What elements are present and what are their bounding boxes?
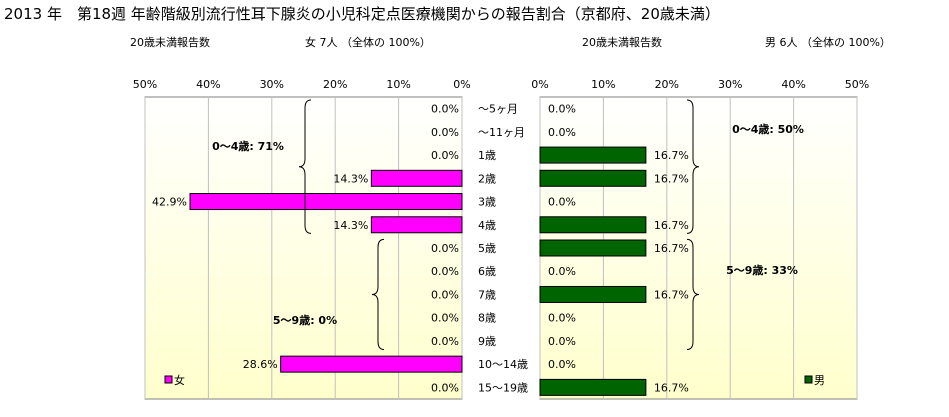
female-x-tick-label: 20% <box>323 78 347 91</box>
category-label: 8歳 <box>478 312 496 325</box>
category-label: 7歳 <box>478 288 496 301</box>
female-data-label: 0.0% <box>431 288 459 301</box>
category-label: 4歳 <box>478 219 496 232</box>
male-data-label: 0.0% <box>548 335 576 348</box>
female-data-label: 0.0% <box>431 126 459 139</box>
female-data-label: 0.0% <box>431 149 459 162</box>
male-group-label: 5～9歳: 33% <box>726 263 798 277</box>
male-bar <box>539 285 647 303</box>
female-bar <box>189 193 463 211</box>
female-data-label: 0.0% <box>431 335 459 348</box>
category-label: 10～14歳 <box>478 358 528 371</box>
male-group-brace <box>686 238 700 351</box>
female-data-label: 14.3% <box>333 219 368 232</box>
male-data-label: 16.7% <box>654 149 689 162</box>
female-legend-label: 女 <box>174 373 185 387</box>
male-x-tick-label: 50% <box>845 78 869 91</box>
male-x-tick-label: 10% <box>591 78 615 91</box>
female-group-brace <box>371 238 385 351</box>
male-group-label: 0～4歳: 50% <box>732 122 804 136</box>
male-data-label: 0.0% <box>548 103 576 116</box>
male-total-label: 男 6人 （全体の 100%） <box>765 36 891 49</box>
female-data-label: 14.3% <box>333 172 368 185</box>
category-label: ～5ヶ月 <box>478 103 518 116</box>
male-bar <box>539 378 647 396</box>
chart-title: 2013 年 第18週 年齢階級別流行性耳下腺炎の小児科定点医療機関からの報告割… <box>4 5 720 23</box>
male-x-tick-label: 0% <box>531 78 548 91</box>
female-group-brace <box>298 99 312 234</box>
female-total-label: 女 7人 （全体の 100%） <box>305 36 431 49</box>
male-data-label: 16.7% <box>654 242 689 255</box>
male-data-label: 0.0% <box>548 358 576 371</box>
category-label: 1歳 <box>478 149 496 162</box>
male-count-label: 20歳未満報告数 <box>582 36 662 49</box>
male-bar <box>539 216 647 234</box>
male-bar <box>539 146 647 164</box>
female-data-label: 28.6% <box>243 358 278 371</box>
female-data-label: 0.0% <box>431 265 459 278</box>
male-data-label: 0.0% <box>548 265 576 278</box>
female-data-label: 0.0% <box>431 312 459 325</box>
female-bar <box>370 169 463 187</box>
female-bar <box>370 216 463 234</box>
category-label: 3歳 <box>478 196 496 209</box>
male-legend-swatch <box>804 375 813 384</box>
male-data-label: 16.7% <box>654 381 689 394</box>
female-x-tick-label: 40% <box>196 78 220 91</box>
male-bar <box>539 239 647 257</box>
category-label: 9歳 <box>478 335 496 348</box>
female-data-label: 0.0% <box>431 381 459 394</box>
female-data-label: 0.0% <box>431 242 459 255</box>
category-label: 5歳 <box>478 242 496 255</box>
female-x-tick-label: 10% <box>386 78 410 91</box>
female-data-label: 0.0% <box>431 103 459 116</box>
male-x-tick-label: 40% <box>781 78 805 91</box>
male-legend-label: 男 <box>814 374 825 387</box>
female-x-tick-label: 30% <box>260 78 284 91</box>
male-data-label: 16.7% <box>654 219 689 232</box>
male-group-brace <box>686 99 700 234</box>
female-group-label: 0～4歳: 71% <box>212 139 284 153</box>
female-bar <box>280 355 463 373</box>
category-label: 2歳 <box>478 172 496 185</box>
female-legend-swatch <box>164 375 173 384</box>
category-label: 6歳 <box>478 265 496 278</box>
male-data-label: 0.0% <box>548 312 576 325</box>
male-data-label: 16.7% <box>654 172 689 185</box>
female-plot-area <box>144 96 463 400</box>
female-x-tick-label: 50% <box>133 78 157 91</box>
category-label: 15～19歳 <box>478 381 528 394</box>
female-group-label: 5～9歳: 0% <box>273 313 337 327</box>
male-x-tick-label: 30% <box>718 78 742 91</box>
category-label: ～11ヶ月 <box>478 126 525 139</box>
male-data-label: 16.7% <box>654 288 689 301</box>
male-data-label: 0.0% <box>548 126 576 139</box>
male-x-tick-label: 20% <box>655 78 679 91</box>
male-bar <box>539 169 647 187</box>
female-data-label: 42.9% <box>152 196 187 209</box>
female-x-tick-label: 0% <box>453 78 470 91</box>
female-count-label: 20歳未満報告数 <box>130 36 210 49</box>
male-data-label: 0.0% <box>548 196 576 209</box>
